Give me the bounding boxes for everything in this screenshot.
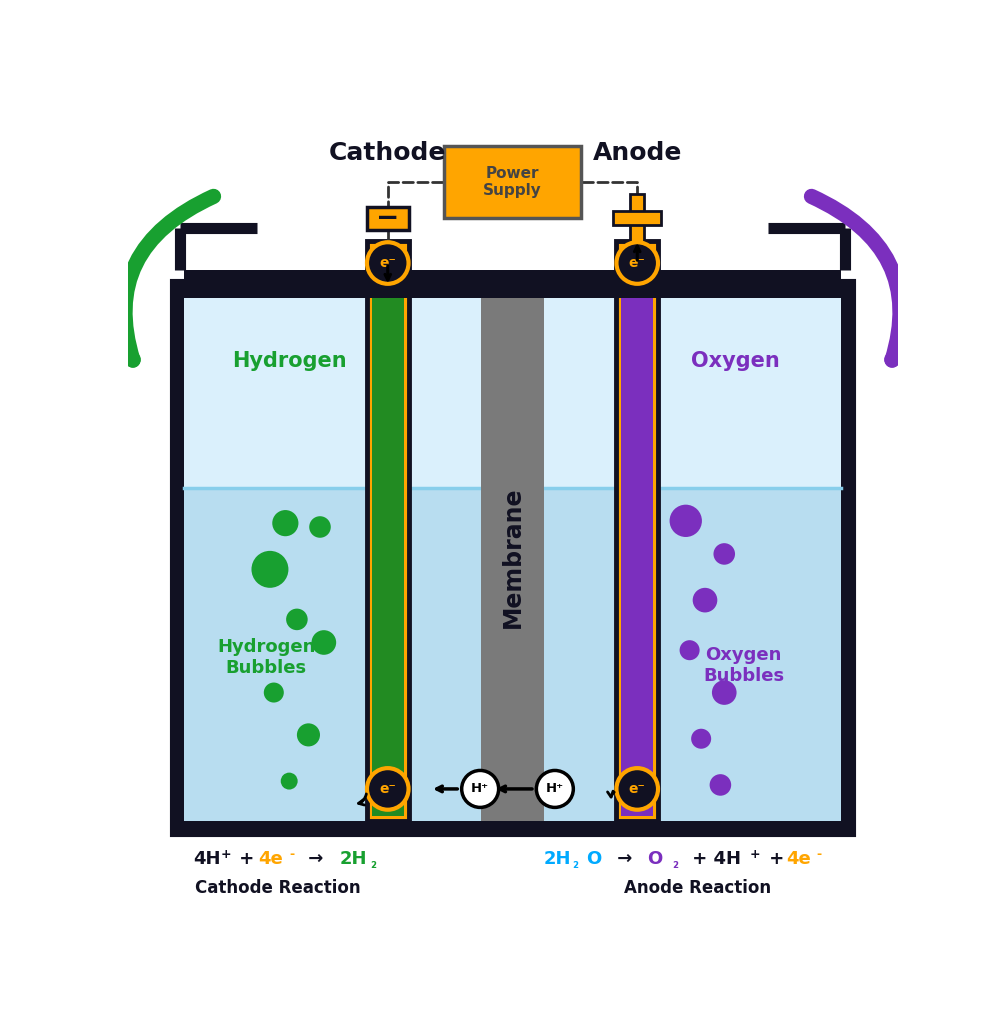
Circle shape: [680, 640, 700, 660]
Text: Membrane: Membrane: [501, 486, 524, 628]
FancyArrowPatch shape: [125, 197, 214, 360]
FancyBboxPatch shape: [444, 146, 581, 217]
Bar: [184, 293, 481, 488]
Bar: [184, 293, 841, 821]
Circle shape: [367, 768, 409, 810]
Circle shape: [691, 729, 711, 749]
Circle shape: [309, 516, 331, 538]
Text: ₂: ₂: [572, 857, 578, 871]
Circle shape: [616, 243, 658, 284]
Circle shape: [251, 551, 288, 588]
Circle shape: [462, 770, 499, 807]
Bar: [184, 270, 841, 298]
Text: Hydrogen
Bubbles: Hydrogen Bubbles: [217, 639, 315, 677]
Bar: [175, 284, 850, 830]
Bar: [481, 293, 544, 821]
Circle shape: [710, 774, 731, 796]
Circle shape: [312, 630, 336, 654]
Text: →: →: [302, 850, 330, 868]
Text: Power
Supply: Power Supply: [483, 166, 542, 198]
Text: +: +: [221, 848, 231, 861]
Circle shape: [536, 770, 573, 807]
Bar: [372, 293, 404, 816]
Text: 4H: 4H: [193, 850, 220, 868]
Text: Cathode: Cathode: [329, 141, 446, 165]
Bar: [367, 242, 409, 821]
Text: e⁻: e⁻: [379, 256, 396, 270]
Circle shape: [713, 543, 735, 564]
Text: +: +: [233, 850, 260, 868]
Bar: [616, 242, 658, 821]
Circle shape: [281, 773, 298, 790]
Bar: [613, 211, 661, 225]
Circle shape: [367, 243, 409, 284]
Bar: [621, 293, 653, 816]
Circle shape: [264, 683, 284, 702]
Text: -: -: [289, 848, 294, 861]
Bar: [544, 293, 841, 488]
Text: +: +: [763, 850, 790, 868]
Text: Cathode Reaction: Cathode Reaction: [195, 880, 360, 897]
Text: H⁺: H⁺: [546, 782, 564, 796]
FancyArrowPatch shape: [811, 197, 900, 360]
Text: Oxygen
Bubbles: Oxygen Bubbles: [703, 646, 784, 685]
Circle shape: [297, 723, 320, 746]
Text: 4e: 4e: [786, 850, 811, 868]
Circle shape: [616, 768, 658, 810]
Text: 2H: 2H: [543, 850, 571, 868]
Text: e⁻: e⁻: [629, 256, 646, 270]
Text: 2H: 2H: [339, 850, 367, 868]
Text: e⁻: e⁻: [379, 782, 396, 796]
Text: H⁺: H⁺: [471, 782, 489, 796]
Text: ₂: ₂: [672, 857, 678, 871]
Circle shape: [712, 680, 737, 705]
Text: O: O: [647, 850, 662, 868]
Circle shape: [286, 608, 308, 630]
Text: Oxygen: Oxygen: [691, 351, 780, 372]
Text: Hydrogen: Hydrogen: [232, 351, 347, 372]
Text: →: →: [611, 850, 639, 868]
Text: +: +: [750, 848, 760, 861]
Bar: [630, 195, 644, 243]
Text: Anode Reaction: Anode Reaction: [624, 880, 771, 897]
Circle shape: [693, 588, 717, 612]
Circle shape: [272, 510, 298, 537]
Text: 4e: 4e: [258, 850, 283, 868]
Text: −: −: [376, 205, 399, 232]
Bar: [367, 207, 409, 230]
Circle shape: [670, 505, 702, 537]
Text: ₂: ₂: [370, 857, 376, 871]
Text: + 4H: + 4H: [686, 850, 741, 868]
Text: e⁻: e⁻: [629, 782, 646, 796]
Text: -: -: [817, 848, 822, 861]
Text: O: O: [586, 850, 601, 868]
Text: Anode: Anode: [593, 141, 682, 165]
